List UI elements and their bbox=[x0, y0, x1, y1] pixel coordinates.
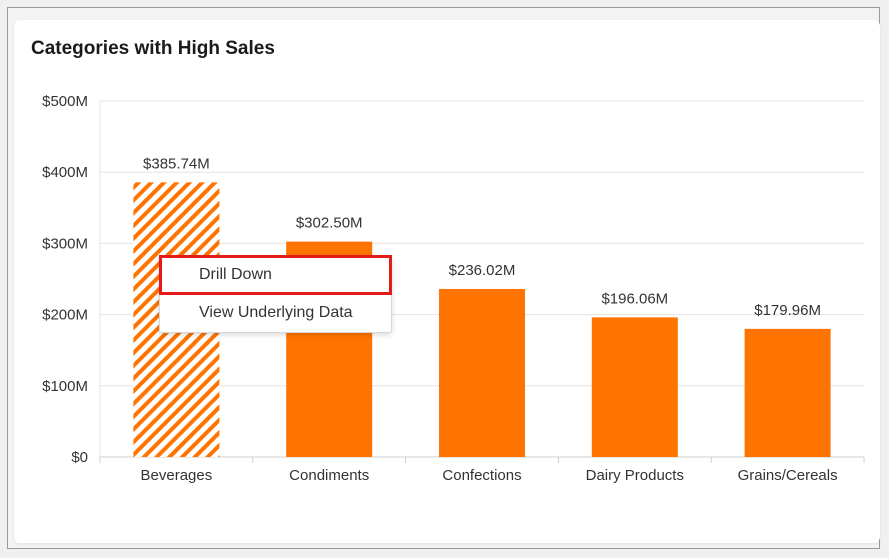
chart-title: Categories with High Sales bbox=[31, 38, 275, 59]
y-tick-label: $300M bbox=[42, 235, 88, 252]
x-tick-label: Condiments bbox=[289, 467, 369, 484]
y-tick-label: $100M bbox=[42, 378, 88, 395]
y-tick-label: $0 bbox=[71, 449, 88, 466]
x-tick-label: Confections bbox=[442, 467, 521, 484]
y-tick-label: $400M bbox=[42, 164, 88, 181]
data-label: $302.50M bbox=[296, 215, 363, 232]
context-menu: Drill Down View Underlying Data bbox=[159, 255, 392, 333]
bar-grains-cereals[interactable] bbox=[744, 328, 831, 457]
x-tick-label: Beverages bbox=[141, 467, 213, 484]
y-tick-label: $200M bbox=[42, 307, 88, 324]
y-tick-label: $500M bbox=[42, 93, 88, 110]
x-tick-label: Grains/Cereals bbox=[738, 467, 838, 484]
data-label: $196.06M bbox=[601, 290, 668, 307]
bar-confections[interactable] bbox=[439, 288, 525, 457]
view-underlying-data-menu-item[interactable]: View Underlying Data bbox=[199, 304, 353, 321]
bar-dairy-products[interactable] bbox=[591, 317, 678, 457]
data-label: $236.02M bbox=[449, 262, 516, 279]
data-label: $385.74M bbox=[143, 155, 210, 172]
data-label: $179.96M bbox=[754, 302, 821, 319]
x-tick-label: Dairy Products bbox=[586, 467, 684, 484]
drill-down-menu-item[interactable]: Drill Down bbox=[159, 255, 392, 295]
